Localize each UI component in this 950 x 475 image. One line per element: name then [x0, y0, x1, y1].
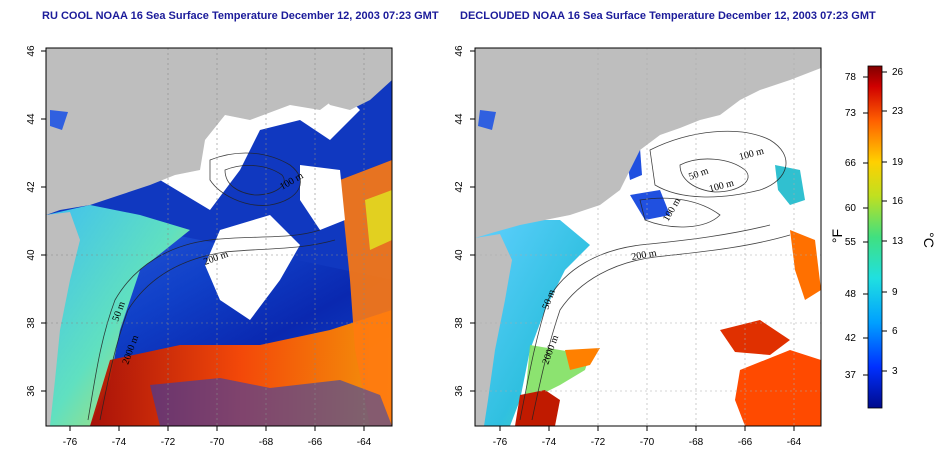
right-lon-tick-labels: -76 -74 -72 -70 -68 -66 -64: [493, 437, 802, 448]
colorbar-fahrenheit-label: 73: [845, 108, 857, 119]
left-map-frame: [45, 47, 393, 427]
right-cold-patch-2: [630, 190, 670, 220]
colorbar-fahrenheit-label: 60: [845, 203, 857, 214]
right-lon-tick-label: -72: [591, 437, 606, 448]
right-lake: [478, 110, 496, 130]
left-lat-tick-label: 36: [26, 385, 37, 397]
right-isobath-label-200: 200 m: [631, 248, 658, 263]
left-lat-tick-labels: 36 38 40 42 44 46: [26, 45, 37, 397]
left-cloud-east: [300, 165, 345, 230]
right-lon-tick-label: -64: [787, 437, 802, 448]
left-lat-tick-label: 40: [26, 249, 37, 261]
left-cold-eddies: [150, 378, 392, 426]
colorbar-celsius-label: 13: [892, 236, 904, 247]
colorbar-celsius-label: 19: [892, 157, 904, 168]
colorbar-fahrenheit-label: 66: [845, 158, 857, 169]
left-lon-tick-label: -66: [308, 437, 323, 448]
left-graticule: [46, 48, 392, 426]
colorbar-fahrenheit-label: 42: [845, 333, 857, 344]
left-isobaths: [87, 152, 336, 421]
right-lat-tick-label: 42: [454, 181, 465, 193]
colorbar-celsius-label: 16: [892, 196, 904, 207]
right-lon-tick-label: -76: [493, 437, 508, 448]
right-tick-marks: [470, 50, 795, 431]
colorbar: 78 73 66 60 55 48 42 37 26 23 19 16 13 9…: [829, 65, 937, 409]
right-map-frame: [474, 47, 822, 427]
left-lat-tick-label: 46: [26, 45, 37, 57]
left-lon-tick-label: -64: [357, 437, 372, 448]
colorbar-celsius-label: 26: [892, 67, 904, 78]
right-lon-tick-label: -74: [542, 437, 557, 448]
colorbar-celsius-label: 3: [892, 366, 898, 377]
left-lon-tick-labels: -76 -74 -72 -70 -68 -66 -64: [63, 437, 372, 448]
left-lon-tick-label: -70: [210, 437, 225, 448]
colorbar-gradient: [867, 65, 883, 409]
left-map-title: RU COOL NOAA 16 Sea Surface Temperature …: [42, 10, 439, 22]
right-lon-tick-label: -66: [738, 437, 753, 448]
right-lon-tick-label: -70: [640, 437, 655, 448]
left-lake: [50, 110, 68, 130]
colorbar-celsius-label: 9: [892, 287, 898, 298]
right-land-new-england: [475, 48, 821, 238]
left-cloud-central: [205, 215, 300, 320]
right-warm-eddy-1: [720, 320, 790, 355]
colorbar-celsius-unit: °C: [921, 232, 937, 248]
right-land-mid-atlantic: [475, 234, 512, 426]
colorbar-celsius-label: 23: [892, 106, 904, 117]
colorbar-fahrenheit-label: 48: [845, 289, 857, 300]
left-warm-front: [365, 190, 392, 250]
left-land-nova-scotia: [290, 58, 392, 110]
colorbar-fahrenheit-label: 37: [845, 370, 857, 381]
left-lon-tick-label: -74: [112, 437, 127, 448]
right-gulf-stream-sw: [515, 390, 560, 426]
colorbar-fahrenheit-label: 55: [845, 237, 857, 248]
right-lon-tick-label: -68: [689, 437, 704, 448]
colorbar-tick-marks: [863, 71, 887, 376]
left-lat-tick-label: 38: [26, 317, 37, 329]
colorbar-fahrenheit-labels: 78 73 66 60 55 48 42 37: [845, 72, 857, 381]
left-tick-marks: [41, 50, 365, 431]
right-graticule: [475, 48, 821, 426]
left-land-new-england: [46, 48, 392, 215]
left-shelf-water: [46, 205, 190, 426]
left-map-panel: 50 m 2000 m 200 m 100 m -76 -74 -72 -70 …: [26, 45, 393, 448]
left-land-mid-atlantic: [46, 212, 80, 426]
left-lon-tick-label: -76: [63, 437, 78, 448]
right-warm-patch: [565, 348, 600, 370]
colorbar-fahrenheit-unit: °F: [829, 229, 845, 243]
right-map-panel: 50 m 2000 m 200 m 100 m 100 m 100 m 50 m…: [454, 45, 822, 448]
colorbar-celsius-labels: 26 23 19 16 13 9 6 3: [892, 67, 904, 377]
right-lat-tick-label: 46: [454, 45, 465, 57]
right-lat-tick-label: 36: [454, 385, 465, 397]
colorbar-celsius-label: 6: [892, 326, 898, 337]
right-lat-tick-label: 44: [454, 113, 465, 125]
colorbar-fahrenheit-label: 78: [845, 72, 857, 83]
right-lat-tick-labels: 36 38 40 42 44 46: [454, 45, 465, 397]
right-warm-front: [790, 230, 821, 300]
right-map-title: DECLOUDED NOAA 16 Sea Surface Temperatur…: [460, 10, 876, 22]
left-lon-tick-label: -68: [259, 437, 274, 448]
right-warm-eddy-2: [735, 350, 821, 426]
left-lat-tick-label: 42: [26, 181, 37, 193]
left-lon-tick-label: -72: [161, 437, 176, 448]
right-lat-tick-label: 40: [454, 249, 465, 261]
left-lat-tick-label: 44: [26, 113, 37, 125]
right-lat-tick-label: 38: [454, 317, 465, 329]
right-isobaths: [519, 130, 791, 421]
